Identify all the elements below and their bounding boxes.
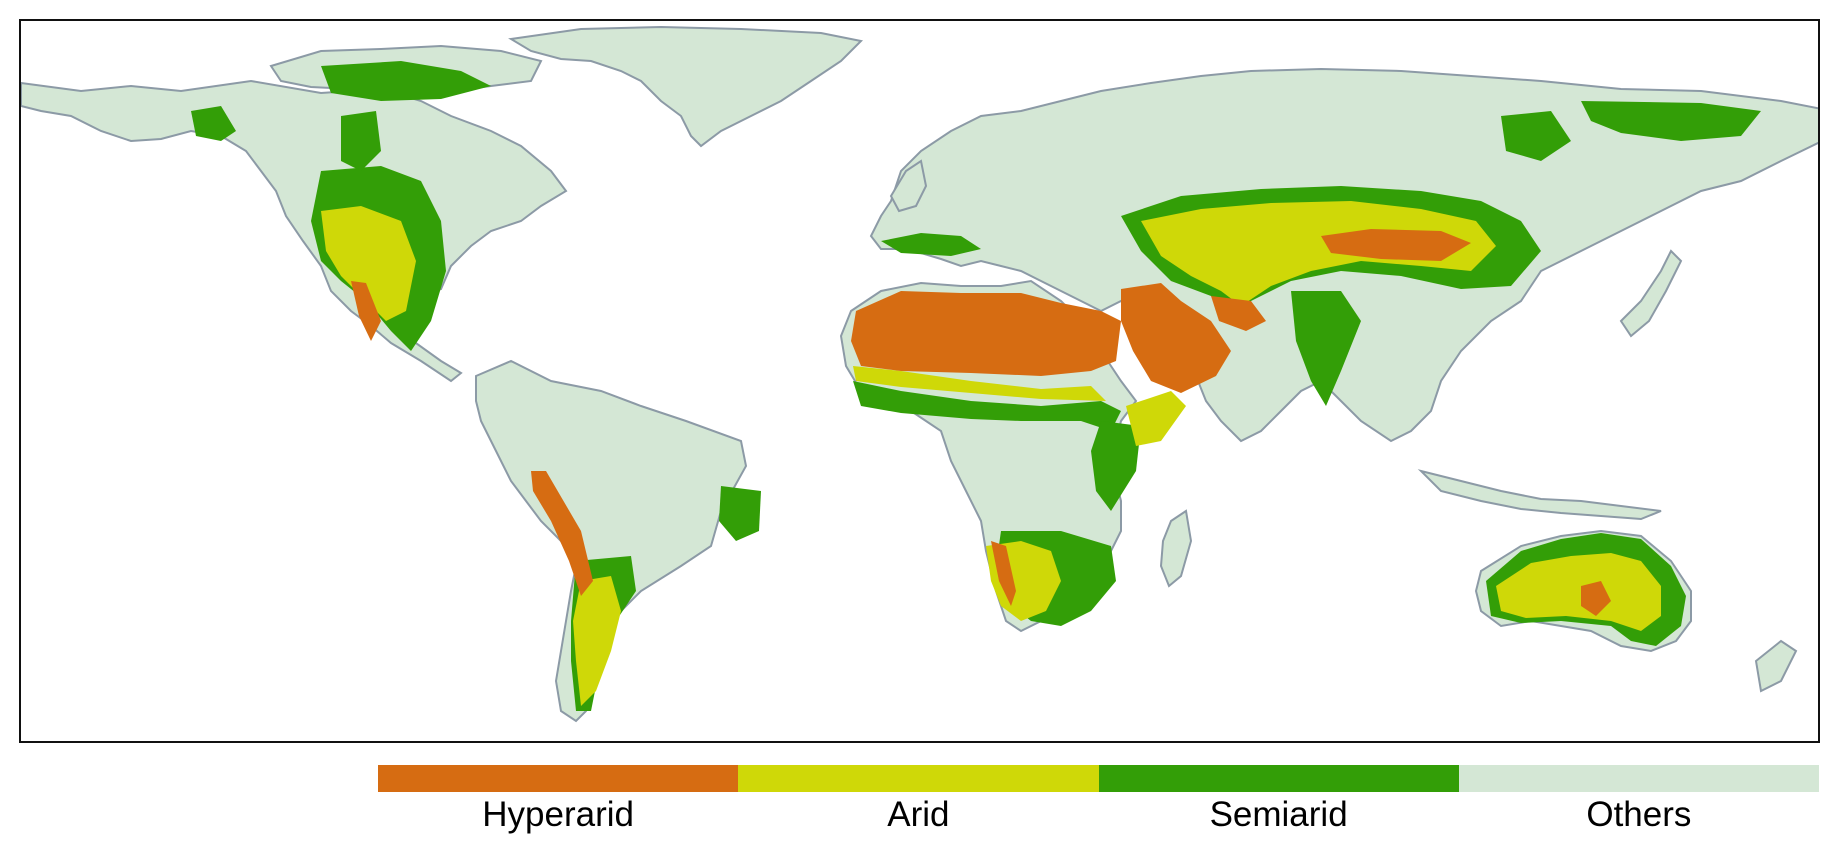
legend-label-semiarid: Semiarid <box>1209 795 1348 834</box>
legend-swatch-semiarid <box>1098 765 1459 792</box>
legend-swatch-others <box>1458 765 1819 792</box>
south-america <box>475 359 748 723</box>
semiarid-india <box>1291 291 1361 406</box>
legend-item-others: Others <box>1458 765 1819 835</box>
hyperarid-australia <box>1581 581 1611 616</box>
legend: Hyperarid Arid Semiarid Others <box>378 765 1819 835</box>
map-canvas <box>21 25 1818 723</box>
legend-label-hyperarid: Hyperarid <box>482 795 634 834</box>
new-zealand <box>1754 639 1798 693</box>
indonesia <box>1417 469 1662 521</box>
hyperarid-namib <box>991 541 1016 606</box>
legend-swatch-hyperarid <box>378 765 739 792</box>
hyperarid-taklamakan <box>1321 229 1471 261</box>
hyperarid-arabia <box>1121 283 1231 393</box>
legend-swatch-arid <box>738 765 1099 792</box>
semiarid-arctic <box>321 61 491 101</box>
semiarid-siberia-a <box>1501 111 1571 161</box>
semiarid-east-africa <box>1091 421 1141 511</box>
legend-item-hyperarid: Hyperarid <box>378 765 739 835</box>
legend-item-semiarid: Semiarid <box>1098 765 1459 835</box>
arid-australia <box>1496 553 1661 631</box>
arid-sahel <box>853 366 1106 401</box>
legend-label-others: Others <box>1586 795 1692 834</box>
arid-central-asia <box>1141 201 1496 306</box>
arid-regions <box>321 201 1661 706</box>
arid-patagonia <box>573 576 621 706</box>
world-aridity-map <box>19 19 1820 743</box>
semiarid-canada-b <box>341 111 381 171</box>
semiarid-mediterranean <box>881 233 981 256</box>
legend-item-arid: Arid <box>738 765 1099 835</box>
semiarid-siberia-b <box>1581 101 1761 141</box>
hyperarid-sahara <box>851 291 1121 376</box>
hyperarid-regions <box>351 229 1611 616</box>
madagascar <box>1159 509 1193 588</box>
north-america <box>21 79 568 383</box>
semiarid-sahel <box>853 381 1121 431</box>
arid-horn-of-africa <box>1126 391 1186 446</box>
semiarid-canada-a <box>191 106 236 141</box>
arid-na-southwest <box>321 206 416 321</box>
hyperarid-baja <box>351 281 381 341</box>
hyperarid-atacama <box>531 471 593 596</box>
british-isles <box>889 159 928 213</box>
semiarid-brazil-ne <box>719 486 761 541</box>
japan <box>1619 249 1683 338</box>
legend-label-arid: Arid <box>887 795 950 834</box>
greenland <box>508 25 864 148</box>
hyperarid-iran <box>1211 296 1266 331</box>
